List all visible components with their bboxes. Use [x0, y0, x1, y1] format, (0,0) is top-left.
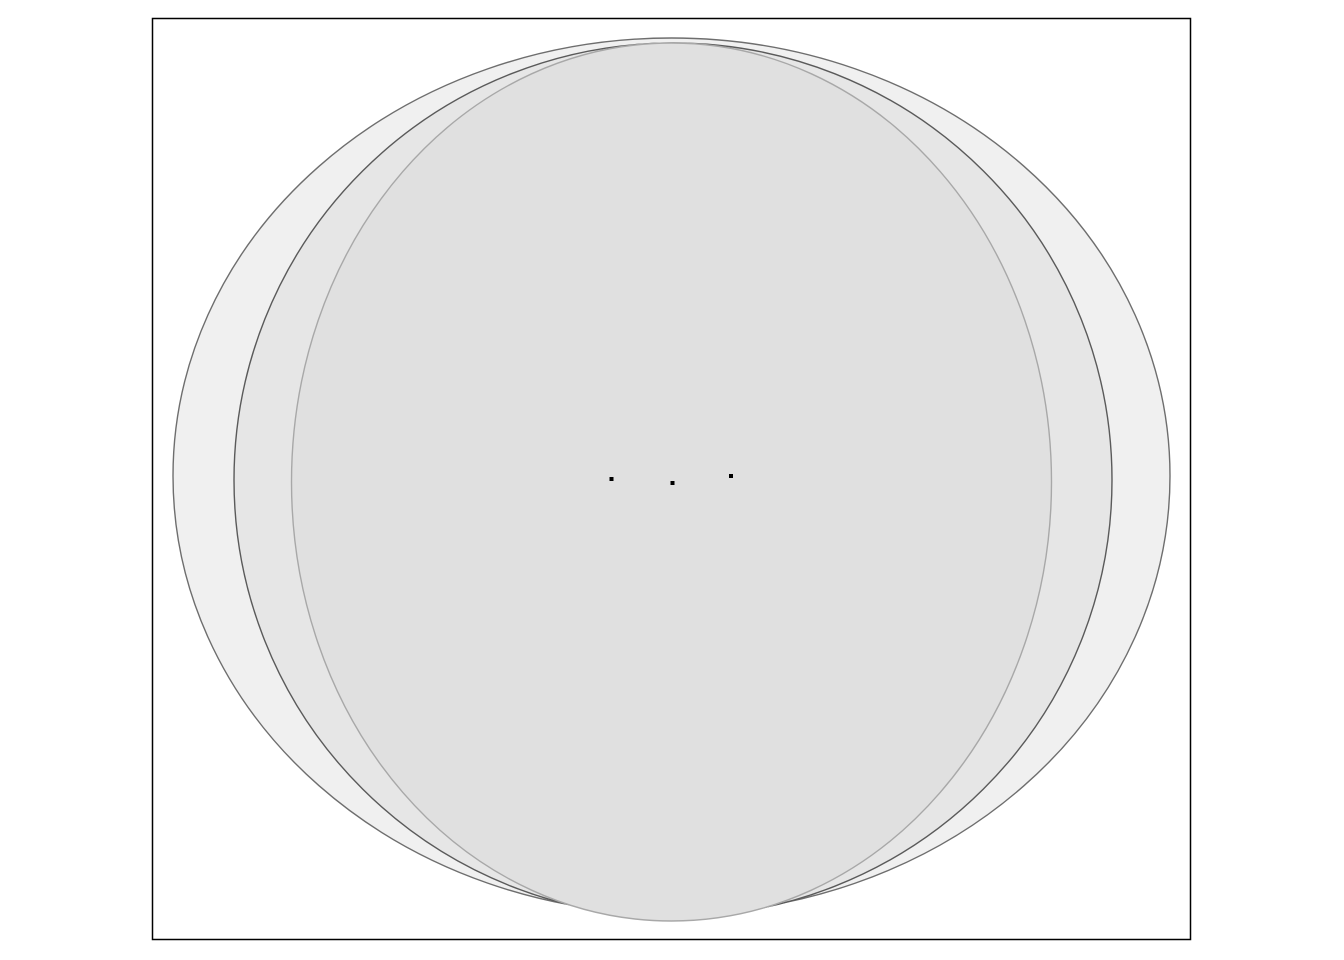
- center-marker-middle: [670, 481, 675, 485]
- center-marker-right: [729, 474, 733, 478]
- center-marker-left: [609, 477, 614, 481]
- panel-border: [151, 17, 1192, 941]
